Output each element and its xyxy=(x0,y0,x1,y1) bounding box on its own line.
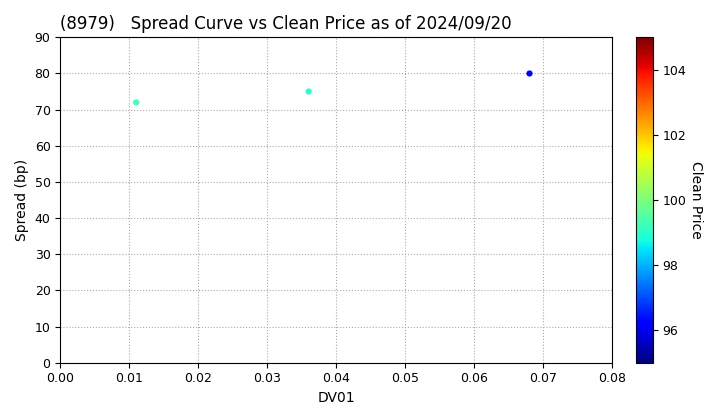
Y-axis label: Clean Price: Clean Price xyxy=(689,161,703,239)
Point xyxy=(303,88,315,95)
Y-axis label: Spread (bp): Spread (bp) xyxy=(15,159,29,241)
Point xyxy=(130,99,142,106)
X-axis label: DV01: DV01 xyxy=(318,391,355,405)
Text: (8979)   Spread Curve vs Clean Price as of 2024/09/20: (8979) Spread Curve vs Clean Price as of… xyxy=(60,15,512,33)
Point xyxy=(523,70,535,77)
